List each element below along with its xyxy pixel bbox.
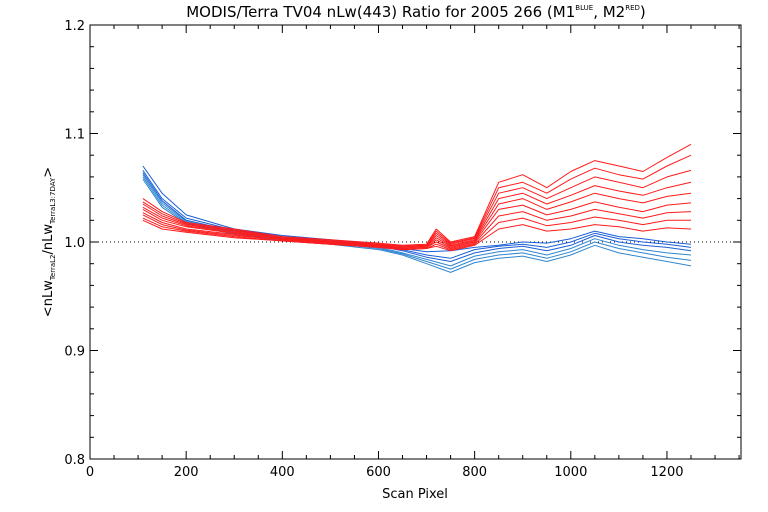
series-line-red-7: [142, 154, 692, 247]
series-line-red-6: [142, 143, 692, 246]
ylabel-sub1: TerraL2: [49, 255, 57, 282]
y-axis-label: <nLwTerraL2/nLwTerraL3:7DAY>: [41, 167, 57, 317]
series-line-red-12: [142, 208, 692, 249]
series-line-red-14: [142, 219, 692, 252]
x-axis-label: Scan Pixel: [382, 487, 448, 502]
chart-title: MODIS/Terra TV04 nLw(443) Ratio for 2005…: [186, 3, 646, 21]
series-line-red-9: [142, 181, 692, 248]
title-mid: , M2: [593, 3, 625, 21]
series-line-red-11: [142, 201, 692, 249]
y-tick-label: 0.9: [64, 345, 85, 360]
x-tick-label: 1200: [650, 465, 683, 480]
ylabel-slash: /nLw: [41, 224, 56, 255]
title-end: ): [640, 3, 646, 21]
title-sup-blue: BLUE: [575, 4, 593, 12]
series-line-red-13: [142, 216, 691, 251]
series-line-red-10: [142, 192, 692, 248]
title-main: MODIS/Terra TV04 nLw(443) Ratio for 2005…: [186, 3, 575, 21]
x-tick-label: 200: [174, 465, 199, 480]
x-tick-label: 800: [462, 465, 487, 480]
series-line-blue-4: [142, 176, 692, 270]
y-tick-label: 1.0: [64, 236, 85, 251]
x-tick-label: 600: [366, 465, 391, 480]
x-tick-label: 0: [86, 465, 94, 480]
ylabel-close: >: [41, 167, 56, 178]
y-tick-label: 0.8: [64, 453, 85, 468]
y-tick-label: 1.2: [64, 19, 85, 34]
x-tick-label: 1000: [554, 465, 587, 480]
y-tick-label: 1.1: [64, 128, 85, 143]
series-layer: [142, 143, 692, 273]
ylabel-open: <nLw: [41, 280, 56, 317]
title-sup-red: RED: [625, 4, 640, 12]
series-line-red-8: [142, 169, 692, 247]
ylabel-sub2: TerraL3:7DAY: [49, 177, 57, 225]
x-tick-label: 400: [270, 465, 295, 480]
axis-ticks: 0 200 400 600 800 1000 1200 0.8 0.9 1.0 1.1 1.2: [64, 19, 741, 480]
